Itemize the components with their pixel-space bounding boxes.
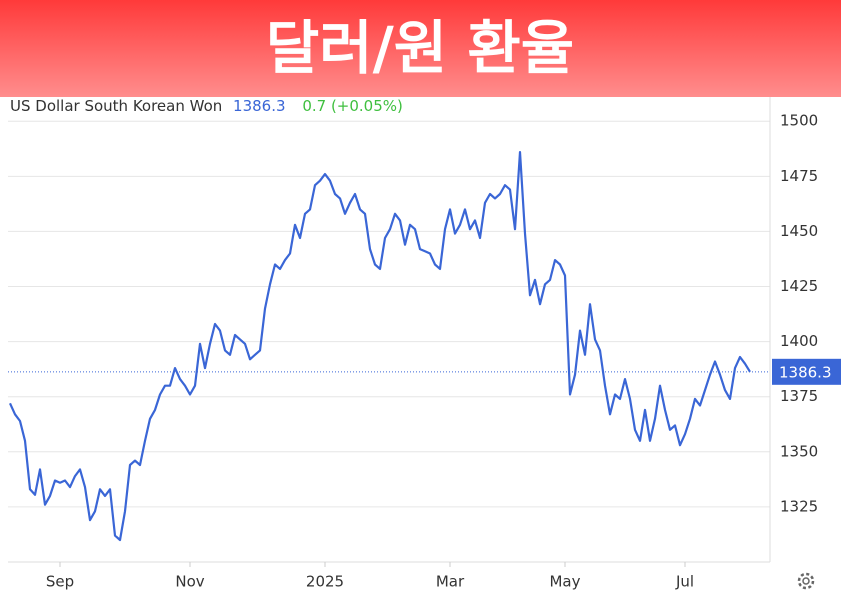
instrument-name: US Dollar South Korean Won (10, 97, 222, 115)
last-price-box (772, 358, 841, 385)
last-price-label: 1386.3 (779, 363, 832, 381)
y-tick-label: 1375 (780, 387, 818, 405)
y-tick-label: 1425 (780, 277, 818, 295)
subtitle: US Dollar South Korean Won 1386.3 0.7 (+… (10, 97, 403, 115)
x-tick-label: Nov (175, 573, 204, 591)
y-tick-label: 1450 (780, 222, 818, 240)
y-tick-label: 1350 (780, 442, 818, 460)
y-tick-label: 1500 (780, 112, 818, 130)
x-tick-label: May (549, 573, 580, 591)
y-tick-label: 1475 (780, 167, 818, 185)
price: 1386.3 (233, 97, 286, 115)
settings-icon[interactable] (797, 572, 815, 590)
x-tick-label: Jul (675, 573, 694, 591)
price-line (8, 151, 751, 542)
y-tick-label: 1325 (780, 497, 818, 515)
change: 0.7 (+0.05%) (302, 97, 403, 115)
title-banner (0, 0, 841, 97)
x-tick-label: Sep (46, 573, 74, 591)
y-tick-label: 1400 (780, 332, 818, 350)
x-tick-label: Mar (436, 573, 465, 591)
chart-title: 달러/원 환율 (266, 14, 574, 82)
x-tick-label: 2025 (306, 573, 344, 591)
